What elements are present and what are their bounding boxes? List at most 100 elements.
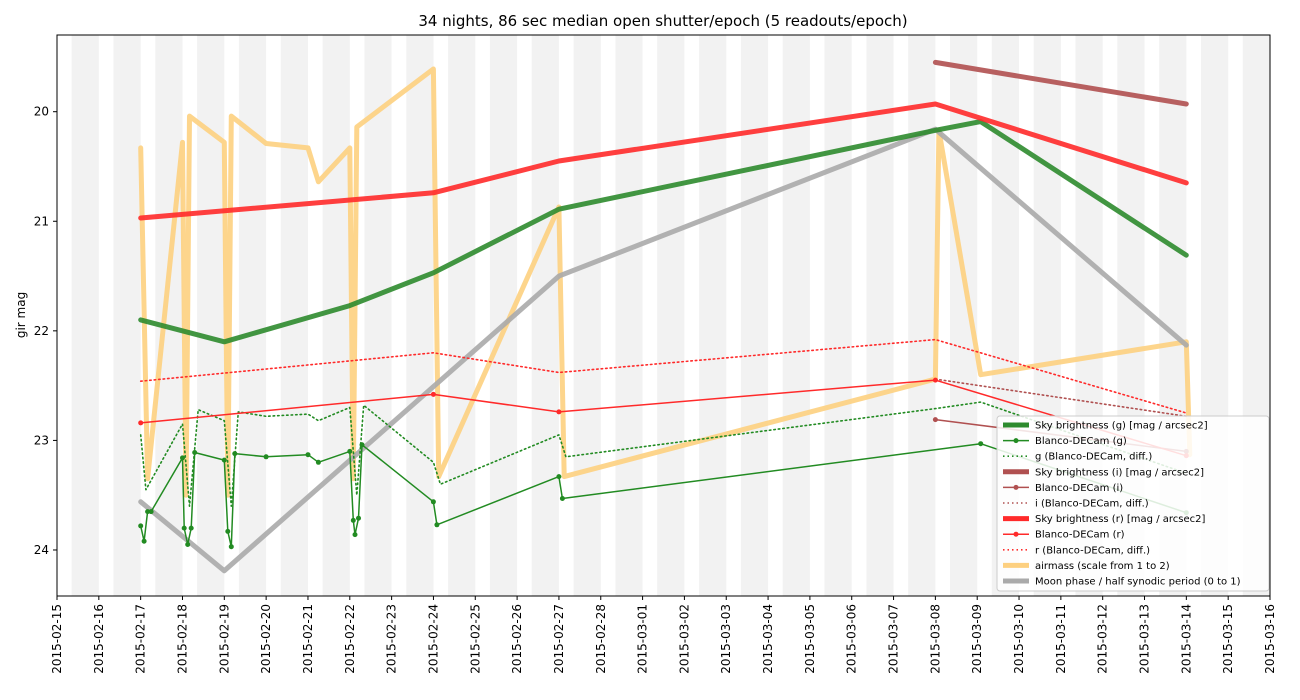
x-tick-label: 2015-03-01	[636, 604, 650, 674]
x-tick-label: 2015-02-20	[259, 604, 273, 674]
series-line	[934, 378, 1188, 418]
series-point	[978, 441, 984, 447]
night-band	[155, 35, 183, 596]
night-band	[573, 35, 601, 596]
x-tick-label: 2015-03-05	[803, 604, 817, 674]
night-band	[406, 35, 434, 596]
series-point	[192, 450, 198, 455]
y-axis: 20 21 22 23 24	[34, 105, 57, 557]
series-point	[430, 499, 436, 505]
series-point	[141, 538, 147, 544]
x-tick-label: 2015-02-17	[134, 604, 148, 674]
night-band	[615, 35, 643, 596]
series-point	[430, 391, 436, 397]
x-tick-label: 2015-02-25	[468, 604, 482, 674]
series-point	[225, 528, 231, 534]
x-tick-label: 2015-02-24	[426, 604, 440, 674]
series-point	[356, 515, 361, 521]
legend-label: Moon phase / half synodic period (0 to 1…	[1035, 577, 1241, 588]
x-tick-label: 2015-02-21	[301, 604, 315, 674]
series-point	[180, 455, 185, 461]
x-tick-label: 2015-02-16	[92, 604, 106, 674]
night-band	[531, 35, 559, 596]
night-band	[908, 35, 936, 596]
night-band	[71, 35, 99, 596]
night-band	[657, 35, 685, 596]
series-line	[139, 338, 1188, 414]
series-line	[138, 119, 1189, 345]
x-tick-label: 2015-03-03	[719, 604, 733, 674]
y-tick-label: 23	[34, 433, 49, 447]
legend-label: Blanco-DECam (g)	[1035, 436, 1127, 447]
legend-label: Sky brightness (g) [mag / arcsec2]	[1035, 421, 1208, 432]
series-point	[138, 523, 144, 529]
y-tick-label: 21	[34, 214, 49, 228]
series-line	[138, 66, 1193, 498]
legend-label: Blanco-DECam (i)	[1035, 483, 1123, 494]
series-point	[188, 525, 194, 531]
y-tick-label: 24	[34, 543, 49, 557]
series-point	[556, 409, 562, 415]
series-point	[138, 420, 144, 426]
x-tick-label: 2015-02-19	[217, 604, 231, 674]
chart-title: 34 nights, 86 sec median open shutter/ep…	[418, 12, 907, 30]
x-tick-label: 2015-03-16	[1263, 604, 1277, 674]
x-tick-label: 2015-03-13	[1138, 604, 1152, 674]
legend-label: r (Blanco-DECam, diff.)	[1035, 545, 1150, 556]
legend-box	[996, 415, 1270, 592]
x-tick-label: 2015-03-11	[1054, 604, 1068, 674]
night-bands	[71, 35, 1270, 596]
night-band	[824, 35, 852, 596]
series-point	[434, 522, 440, 528]
x-tick-label: 2015-03-02	[677, 604, 691, 674]
night-band	[113, 35, 141, 596]
x-tick-label: 2015-03-14	[1179, 604, 1193, 674]
legend: Sky brightness (g) [mag / arcsec2] Blanco…	[996, 415, 1270, 592]
night-band	[197, 35, 225, 596]
series-point	[932, 417, 938, 423]
x-tick-label: 2015-03-12	[1096, 604, 1110, 674]
series-point	[359, 442, 365, 448]
series-line	[139, 401, 1188, 508]
x-tick-label: 2015-02-27	[552, 604, 566, 674]
x-tick-label: 2015-03-15	[1221, 604, 1235, 674]
legend-label: airmass (scale from 1 to 2)	[1035, 561, 1170, 572]
x-tick-label: 2015-02-26	[510, 604, 524, 674]
series-point	[559, 496, 565, 501]
x-tick-label: 2015-02-15	[50, 604, 64, 674]
y-tick-label: 20	[34, 105, 49, 119]
series-line	[138, 101, 1189, 221]
x-tick-label: 2015-02-28	[594, 604, 608, 674]
night-band	[782, 35, 810, 596]
series-point	[221, 457, 227, 463]
x-tick-label: 2015-02-18	[176, 604, 190, 674]
x-tick-label: 2015-02-22	[343, 604, 357, 674]
series-line	[932, 59, 1189, 107]
x-tick-label: 2015-03-08	[928, 604, 942, 674]
legend-label: Blanco-DECam (r)	[1035, 530, 1125, 541]
x-tick-label: 2015-03-10	[1012, 604, 1026, 674]
series-point	[350, 517, 356, 523]
series-point	[145, 509, 151, 515]
y-axis-label: gir mag	[14, 292, 28, 338]
series-point	[148, 509, 154, 515]
x-tick-label: 2015-02-23	[385, 604, 399, 674]
series-point	[228, 544, 234, 550]
legend-marker	[1013, 438, 1019, 444]
x-tick-label: 2015-03-07	[887, 604, 901, 674]
series-point	[352, 532, 358, 538]
series-point	[263, 454, 269, 460]
night-band	[866, 35, 894, 596]
series-point	[232, 451, 238, 457]
night-band	[238, 35, 267, 596]
series-point	[347, 448, 353, 454]
x-tick-label: 2015-03-09	[970, 604, 984, 674]
night-band	[950, 35, 978, 596]
night-band	[322, 35, 350, 596]
legend-label: Sky brightness (i) [mag / arcsec2]	[1035, 467, 1204, 478]
series-point	[181, 525, 187, 531]
legend-label: Sky brightness (r) [mag / arcsec2]	[1035, 514, 1205, 525]
legend-label: g (Blanco-DECam, diff.)	[1035, 452, 1152, 463]
series-point	[185, 542, 191, 547]
